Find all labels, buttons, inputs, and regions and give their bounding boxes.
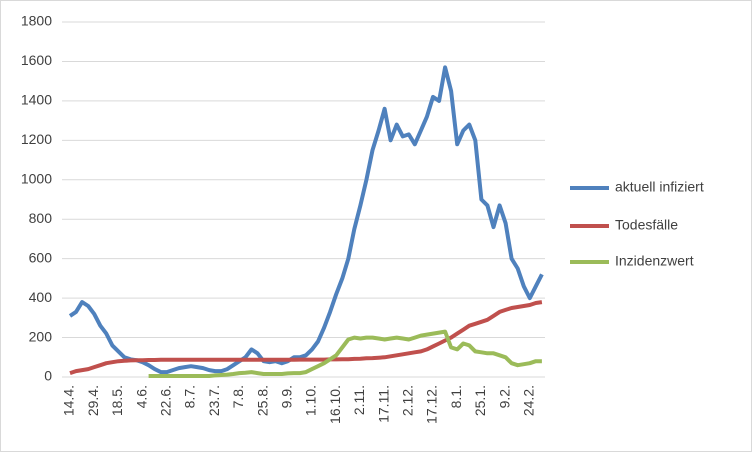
y-tick-label: 1600 <box>21 52 52 68</box>
legend-label: Inzidenzwert <box>615 253 694 269</box>
y-tick-label: 400 <box>29 289 53 305</box>
x-tick-label: 14.4. <box>61 385 77 416</box>
y-tick-label: 1000 <box>21 170 52 186</box>
series-line <box>148 329 542 378</box>
x-tick-label: 29.4. <box>85 385 101 416</box>
x-tick-label: 18.5. <box>109 385 125 416</box>
x-tick-label: 22.6. <box>158 385 174 416</box>
x-tick-label: 17.11. <box>375 385 391 423</box>
x-tick-label: 9.2. <box>496 385 512 408</box>
x-tick-label: 25.8. <box>254 385 270 416</box>
x-tick-label: 16.10. <box>327 385 343 424</box>
series-line <box>69 300 543 375</box>
y-tick-label: 800 <box>29 210 53 226</box>
x-tick-label: 4.6. <box>133 385 149 408</box>
x-tick-label: 9.9. <box>279 385 295 408</box>
series-line <box>68 65 544 375</box>
y-tick-label: 600 <box>29 249 53 265</box>
x-tick-label: 8.7. <box>182 385 198 408</box>
x-tick-label: 2.11. <box>351 385 367 415</box>
y-tick-label: 1400 <box>21 92 52 108</box>
y-tick-label: 1800 <box>21 13 52 29</box>
x-tick-label: 17.12. <box>424 385 440 424</box>
x-tick-label: 8.1. <box>448 385 464 408</box>
x-tick-label: 7.8. <box>230 385 246 408</box>
legend-label: aktuell infiziert <box>615 179 704 195</box>
legend-label: Todesfälle <box>615 217 678 233</box>
y-tick-label: 1200 <box>21 131 52 147</box>
y-tick-label: 200 <box>29 328 53 344</box>
y-tick-label: 0 <box>44 368 52 384</box>
x-tick-label: 23.7. <box>206 385 222 416</box>
x-tick-label: 2.12. <box>400 385 416 416</box>
x-tick-label: 24.2. <box>521 385 537 416</box>
x-tick-label: 1.10. <box>303 385 319 416</box>
x-tick-label: 25.1. <box>472 385 488 416</box>
